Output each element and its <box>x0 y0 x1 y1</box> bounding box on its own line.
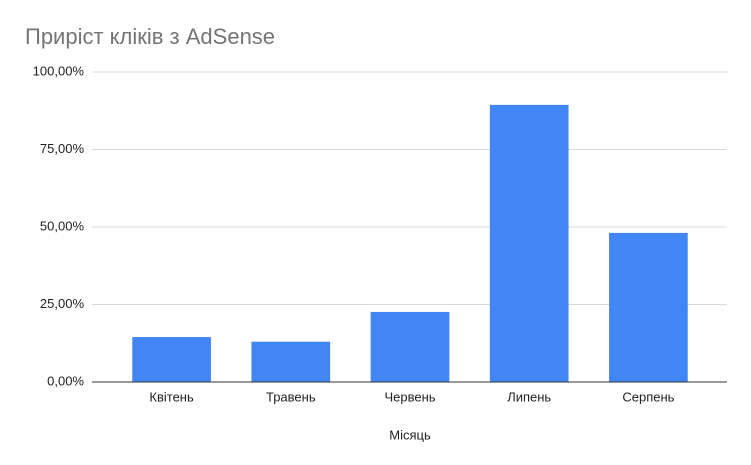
x-axis-title: Місяць <box>389 427 431 442</box>
y-tick-label: 0,00% <box>47 373 84 388</box>
x-tick-label: Квітень <box>149 389 194 404</box>
bar <box>489 104 569 383</box>
x-tick-label: Травень <box>266 389 316 404</box>
bar <box>251 341 331 382</box>
bar <box>609 232 688 382</box>
x-tick-label: Червень <box>384 389 435 404</box>
x-tick-label: Липень <box>507 389 551 404</box>
bar <box>132 337 211 382</box>
y-tick-label: 75,00% <box>40 141 85 156</box>
y-tick-label: 100,00% <box>33 63 85 78</box>
y-tick-label: 25,00% <box>40 296 85 311</box>
x-tick-label: Серпень <box>622 389 674 404</box>
bar <box>370 311 450 382</box>
chart-title: Приріст кліків з AdSense <box>25 24 275 49</box>
y-tick-label: 50,00% <box>40 218 85 233</box>
